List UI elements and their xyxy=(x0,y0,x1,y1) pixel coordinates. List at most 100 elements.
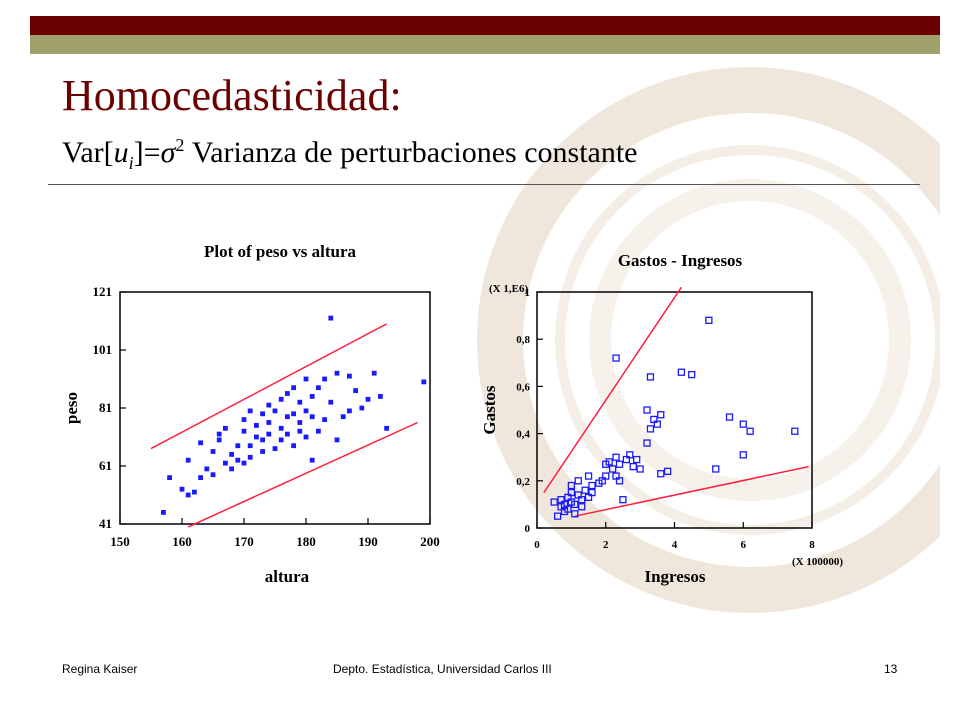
data-point xyxy=(746,427,754,435)
data-point xyxy=(309,393,315,399)
data-point xyxy=(553,512,562,520)
data-point xyxy=(626,451,634,459)
chart1-plot-frame xyxy=(119,291,431,525)
data-point xyxy=(353,388,359,394)
chart2-y-ticks xyxy=(537,291,543,529)
data-point xyxy=(688,370,696,379)
data-point xyxy=(253,434,259,440)
chart-peso-vs-altura: Plot of peso vs altura 150 160 170 180 190 20… xyxy=(62,242,440,586)
banner-corner-dark xyxy=(920,16,940,35)
data-point xyxy=(334,437,340,443)
subtitle-subscript: i xyxy=(128,153,134,173)
y-tick-label: 0,2 xyxy=(516,476,530,488)
data-point xyxy=(222,425,228,431)
data-point xyxy=(291,443,297,449)
y-tick-label: 0,6 xyxy=(516,381,530,393)
chart2-x-multiplier: (X 100000) xyxy=(792,556,843,568)
data-point xyxy=(615,460,624,468)
data-point xyxy=(216,431,222,437)
data-point xyxy=(229,466,235,472)
data-point xyxy=(605,458,613,466)
chart-gastos-ingresos: Gastos - Ingresos (X 1,E6) 0 2 4 6 8 0 0,2 0,4… xyxy=(480,251,843,586)
data-point xyxy=(303,376,309,382)
x-tick-label: 8 xyxy=(809,539,815,551)
data-point xyxy=(167,475,172,481)
data-point xyxy=(677,368,686,376)
x-tick-label: 150 xyxy=(110,534,130,549)
footer-department: Depto. Estadística, Universidad Carlos I… xyxy=(333,662,552,676)
x-tick-label: 2 xyxy=(603,539,609,551)
data-point xyxy=(272,408,278,414)
data-point xyxy=(303,434,309,440)
data-point xyxy=(315,385,321,391)
footer-page-number: 13 xyxy=(884,662,898,676)
data-point xyxy=(346,373,352,379)
data-point xyxy=(643,439,651,447)
y-tick-label: 0,8 xyxy=(516,334,530,346)
data-point xyxy=(334,370,340,376)
data-point xyxy=(550,498,558,506)
data-point xyxy=(346,408,352,414)
y-tick-label: 41 xyxy=(99,516,112,531)
x-tick-label: 160 xyxy=(172,534,192,549)
data-point xyxy=(198,475,204,481)
data-point xyxy=(297,420,303,425)
data-point xyxy=(235,457,241,463)
data-point xyxy=(584,472,593,480)
banner-stripe-olive xyxy=(30,35,920,54)
data-point xyxy=(272,446,278,452)
x-tick-label: 170 xyxy=(234,534,254,549)
data-point xyxy=(185,457,191,463)
data-point xyxy=(291,385,297,391)
data-point xyxy=(185,492,191,498)
chart1-points xyxy=(161,315,427,515)
x-tick-label: 0 xyxy=(534,539,540,551)
slide-title: Homocedasticidad: xyxy=(62,71,402,120)
data-point xyxy=(602,472,610,480)
data-point xyxy=(578,496,586,504)
data-point xyxy=(328,399,334,405)
chart2-band-upper-line xyxy=(543,286,682,494)
chart1-y-axis-label: peso xyxy=(62,392,81,424)
x-tick-label: 180 xyxy=(296,534,316,549)
y-tick-label: 1 xyxy=(525,287,531,299)
data-point xyxy=(588,488,596,497)
data-point xyxy=(309,457,315,463)
data-point xyxy=(612,453,620,461)
chart1-band-lower-line xyxy=(187,421,418,528)
data-point xyxy=(791,427,799,435)
data-point xyxy=(657,470,665,478)
data-point xyxy=(161,509,166,515)
x-tick-label: 190 xyxy=(358,534,378,549)
slide-subtitle: Var[ui]=σ2 Varianza de perturbaciones co… xyxy=(62,135,638,174)
data-point xyxy=(371,370,377,376)
data-point xyxy=(581,486,589,494)
chart2-points xyxy=(550,316,799,520)
data-point xyxy=(216,437,222,443)
y-tick-label: 0 xyxy=(525,523,531,535)
subtitle-variable: u xyxy=(113,136,129,169)
data-point xyxy=(284,431,290,437)
data-point xyxy=(571,510,579,518)
data-point xyxy=(247,443,253,449)
chart1-x-ticks xyxy=(119,518,431,524)
data-point xyxy=(241,460,247,466)
data-point xyxy=(567,488,576,497)
data-point xyxy=(278,437,284,443)
data-point xyxy=(377,393,383,399)
y-tick-label: 121 xyxy=(93,284,113,299)
y-tick-label: 101 xyxy=(93,342,113,357)
y-tick-label: 0,4 xyxy=(516,429,530,441)
data-point xyxy=(365,396,371,402)
data-point xyxy=(247,408,253,414)
chart2-y-tick-labels: 0 0,2 0,4 0,6 0,8 1 xyxy=(516,287,530,535)
data-point xyxy=(235,443,241,449)
data-point xyxy=(322,417,328,423)
data-point xyxy=(739,420,747,428)
data-point xyxy=(222,460,228,466)
chart2-title: Gastos - Ingresos xyxy=(618,251,743,270)
data-point xyxy=(739,451,747,459)
data-point xyxy=(725,413,734,421)
data-point xyxy=(421,379,427,385)
data-point xyxy=(266,402,272,408)
